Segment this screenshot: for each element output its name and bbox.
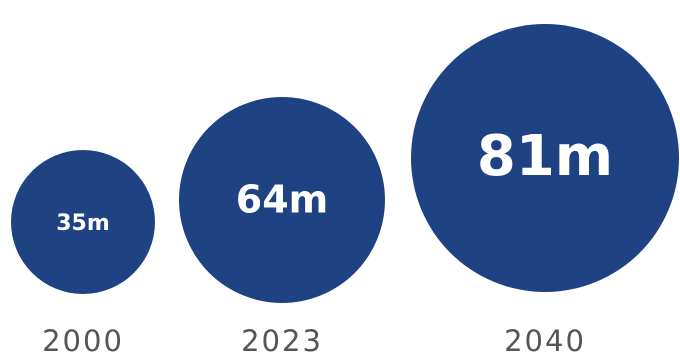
bubble-2040 [411, 24, 679, 292]
bubble-value-label-2000: 35m [56, 211, 110, 236]
bubble-value-label-2040: 81m [477, 124, 613, 189]
bubble-group-2023: 64m 2023 [179, 97, 385, 358]
bubble-value-label-2023: 64m [236, 178, 328, 222]
bubble-group-2040: 81m 2040 [411, 24, 679, 358]
bubble-group-2000: 35m 2000 [11, 150, 155, 358]
year-label-2000: 2000 [42, 324, 124, 358]
year-label-2040: 2040 [504, 324, 586, 358]
bubble-2000 [11, 150, 155, 294]
year-label-2023: 2023 [241, 324, 323, 358]
bubble-2023 [179, 97, 385, 303]
